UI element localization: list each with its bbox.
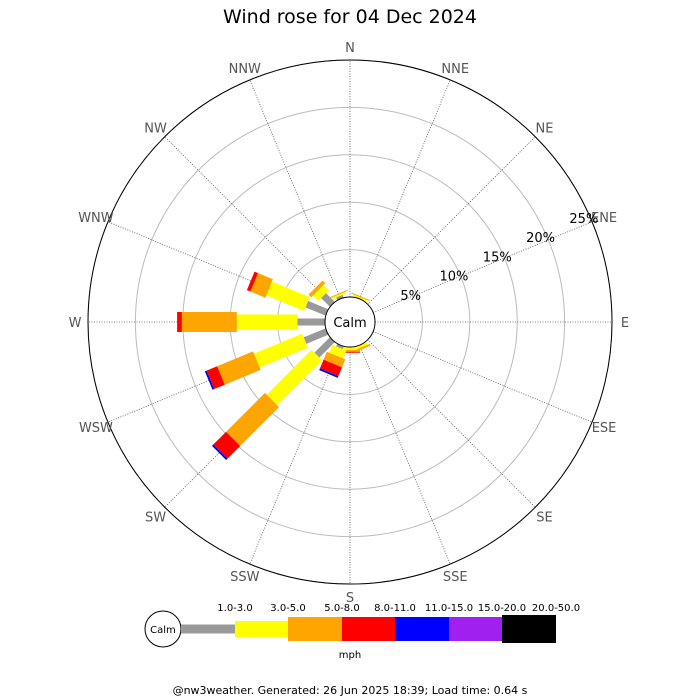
bar-wsw-bin-3 xyxy=(206,366,225,390)
bar-nw-bin-1 xyxy=(312,284,329,301)
bar-wsw-bin-1 xyxy=(253,333,308,368)
bar-sw-bin-3 xyxy=(213,431,241,459)
dir-label-nnw: NNW xyxy=(229,62,261,77)
bar-nnw-bin-1 xyxy=(331,291,347,300)
bar-sse-bin-2 xyxy=(351,343,371,354)
legend-swatch-4 xyxy=(395,617,449,641)
dir-label-w: W xyxy=(69,316,82,331)
bar-ssw-bin-1 xyxy=(329,344,347,359)
bar-nw-bin-0 xyxy=(321,293,335,307)
footer-text: @nw3weather. Generated: 26 Jun 2025 18:3… xyxy=(172,684,528,697)
legend-swatch-5 xyxy=(449,617,502,641)
legend-swatch-3 xyxy=(342,617,395,641)
bar-wnw-bin-3 xyxy=(246,271,259,292)
spoke-nne xyxy=(359,79,451,300)
outer-ring xyxy=(87,59,613,585)
legend-bin-label-2: 5.0-8.0 xyxy=(324,603,359,614)
spoke-ene xyxy=(372,221,593,313)
spoke-ese xyxy=(372,331,593,423)
chart-title: Wind rose for 04 Dec 2024 xyxy=(223,6,477,28)
dir-label-sw: SW xyxy=(145,510,166,525)
direction-labels: N NNE NE ENE E ESE SE SSE S SSW SW WSW W WNW NW NNW xyxy=(69,41,630,606)
bar-nw-bin-2 xyxy=(308,280,326,298)
legend-bin-label-0: 1.0-3.0 xyxy=(217,603,252,614)
dir-label-se: SE xyxy=(536,510,552,525)
dir-label-s: S xyxy=(346,591,354,606)
bar-ssw-bin-3 xyxy=(319,359,343,377)
bar-wsw-bin-2 xyxy=(217,351,261,385)
spoke-se xyxy=(367,339,536,508)
legend-swatch-0 xyxy=(181,624,235,634)
ring-label-5: 25% xyxy=(569,212,598,227)
bar-ssw-bin-4 xyxy=(319,368,339,378)
calm-circle xyxy=(324,296,376,348)
dir-label-n: N xyxy=(345,41,355,56)
spoke-wsw xyxy=(107,331,328,423)
dir-label-ssw: SSW xyxy=(230,570,260,585)
bar-sw-bin-4 xyxy=(211,444,228,461)
legend-swatch-6 xyxy=(502,615,556,643)
legend-calm-label: Calm xyxy=(150,625,176,636)
bar-wnw-bin-0 xyxy=(305,300,329,316)
dir-label-ene: ENE xyxy=(591,211,617,226)
calm-center: Calm xyxy=(324,296,376,348)
legend-unit-label: mph xyxy=(339,650,361,661)
ring-label-2: 10% xyxy=(440,270,469,285)
legend-bin-label-1: 3.0-5.0 xyxy=(270,603,305,614)
direction-spokes xyxy=(88,60,612,584)
dir-label-ese: ESE xyxy=(592,421,617,436)
bar-wnw-bin-2 xyxy=(250,273,273,298)
dir-label-wnw: WNW xyxy=(78,211,114,226)
ring-labels: 5% 10% 15% 20% 25% xyxy=(400,212,598,304)
ring-label-4: 20% xyxy=(526,231,555,246)
spoke-nw xyxy=(164,136,333,305)
legend-swatch-2 xyxy=(288,617,342,641)
dir-label-nw: NW xyxy=(144,122,167,137)
legend-bin-label-5: 15.0-20.0 xyxy=(478,603,526,614)
bar-ssw-bin-2 xyxy=(323,351,346,368)
bar-sw-bin-0 xyxy=(314,337,335,358)
legend-bin-label-4: 11.0-15.0 xyxy=(425,603,473,614)
spoke-ssw xyxy=(249,344,341,565)
spoke-sse xyxy=(359,344,451,565)
spoke-ne xyxy=(367,136,536,305)
dir-label-wsw: WSW xyxy=(79,421,113,436)
bar-wnw-bin-1 xyxy=(266,281,310,312)
legend-swatch-1 xyxy=(235,621,288,637)
dir-label-ne: NE xyxy=(535,122,553,137)
spoke-wnw xyxy=(107,221,328,313)
dir-label-e: E xyxy=(621,316,629,331)
spoke-nnw xyxy=(249,79,341,300)
speed-legend: Calm 1.0-3.0 3.0-5.0 5.0-8.0 8.0-11.0 11.0-15… xyxy=(144,603,580,661)
ring-label-1: 5% xyxy=(400,289,421,304)
bar-sw-bin-1 xyxy=(266,349,323,406)
ring-circle-4 xyxy=(134,106,566,538)
ring-label-3: 15% xyxy=(483,250,512,265)
calm-label: Calm xyxy=(333,316,366,331)
dir-label-sse: SSE xyxy=(443,570,468,585)
bar-wsw-bin-0 xyxy=(303,328,329,344)
bar-wsw-bin-4 xyxy=(204,370,215,390)
bar-sw-bin-2 xyxy=(226,392,280,446)
legend-bin-label-3: 8.0-11.0 xyxy=(374,603,416,614)
dir-label-nne: NNE xyxy=(441,62,469,77)
legend-bin-label-6: 20.0-50.0 xyxy=(532,603,580,614)
